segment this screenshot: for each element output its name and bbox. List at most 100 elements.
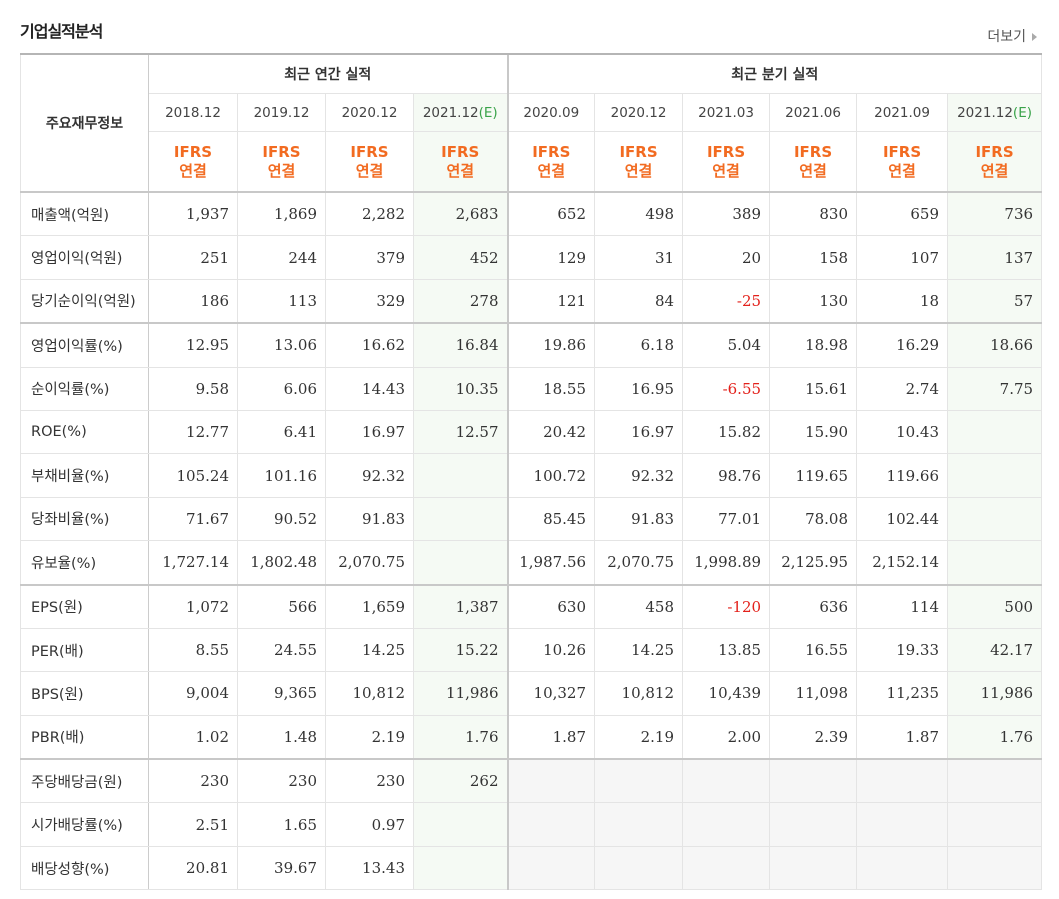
value-cell: 262 [412, 758, 509, 804]
value-cell: 251 [148, 235, 238, 280]
value-cell: 736 [947, 191, 1043, 237]
row-label: 매출액(억원) [20, 191, 149, 237]
basis-header: IFRS 연결 [682, 131, 771, 193]
value-cell [856, 845, 949, 891]
basis-label: 연결 [712, 161, 740, 180]
value-cell: 16.55 [769, 627, 858, 673]
row-label: 영업이익률(%) [20, 322, 149, 368]
more-link[interactable]: 더보기 [987, 26, 1037, 46]
value-cell: 98.76 [682, 453, 771, 498]
basis-label: IFRS [975, 142, 1014, 161]
value-cell: 16.84 [412, 322, 509, 368]
row-label: 부채비율(%) [20, 453, 149, 498]
value-cell: 85.45 [506, 496, 596, 542]
value-cell: 10,812 [594, 671, 684, 716]
value-cell [947, 496, 1043, 542]
data-row: 영업이익(억원) 251 244 379 452 129 31 20 158 107 137 [20, 235, 1043, 280]
value-cell: 10.35 [412, 366, 509, 411]
data-row: 매출액(억원) 1,937 1,869 2,282 2,683 652 498 389 830 6… [20, 191, 1043, 237]
value-cell: 101.16 [237, 453, 326, 498]
value-cell: 100.72 [506, 453, 596, 498]
value-cell: 458 [594, 583, 684, 629]
value-cell [412, 845, 509, 891]
row-label: PBR(배) [20, 714, 149, 760]
value-cell: 39.67 [237, 845, 326, 891]
basis-label: IFRS [619, 142, 658, 161]
value-cell: 11,235 [856, 671, 949, 716]
value-cell: 84 [594, 278, 684, 324]
value-cell: 1,659 [325, 583, 414, 629]
basis-row: IFRS 연결 IFRS 연결 IFRS 연결 IFRS 연결 IFRS 연결 IFRS 연결 IFRS… [21, 131, 1043, 193]
basis-label: 연결 [267, 161, 296, 180]
value-cell: 91.83 [325, 496, 414, 542]
value-cell: 20.81 [148, 845, 238, 891]
period-date: 2020.09 [523, 104, 580, 121]
data-row: ROE(%) 12.77 6.41 16.97 12.57 20.42 16.97 15.82… [20, 409, 1043, 455]
value-cell: 2.74 [856, 366, 949, 411]
value-cell: 119.66 [856, 453, 949, 498]
period-date: 2018.12 [165, 104, 221, 121]
value-cell: 389 [682, 191, 771, 237]
data-row: BPS(원) 9,004 9,365 10,812 11,986 10,327 10,812… [20, 671, 1043, 716]
period-date: 2021.12 [957, 104, 1013, 121]
value-cell [769, 802, 858, 847]
value-cell: 130 [769, 278, 858, 324]
row-label: EPS(원) [20, 583, 149, 629]
value-cell: 186 [148, 278, 238, 324]
value-cell [594, 802, 684, 847]
value-cell: 498 [594, 191, 684, 237]
value-cell [682, 802, 771, 847]
basis-label: 연결 [355, 161, 384, 180]
value-cell: 5.04 [682, 322, 771, 368]
value-cell: 9,365 [237, 671, 326, 716]
value-cell [947, 802, 1043, 847]
row-label: 당좌비율(%) [20, 496, 149, 542]
value-cell [506, 758, 596, 804]
value-cell: 2.19 [594, 714, 684, 760]
value-cell: 16.97 [594, 409, 684, 455]
value-cell: 92.32 [325, 453, 414, 498]
value-cell [947, 409, 1043, 455]
corner-header: 주요재무정보 [20, 53, 149, 193]
basis-header: IFRS 연결 [237, 131, 326, 193]
value-cell: 566 [237, 583, 326, 629]
value-cell: 1.65 [237, 802, 326, 847]
value-cell: 114 [856, 583, 949, 629]
basis-label: 연결 [624, 161, 653, 180]
period-date: 2021.03 [698, 104, 754, 121]
data-row: 배당성향(%) 20.81 39.67 13.43 [20, 845, 1043, 891]
value-cell: 16.97 [325, 409, 414, 455]
period-header: 2021.12(E) [947, 93, 1043, 132]
value-cell [947, 845, 1043, 891]
basis-header: IFRS 연결 [148, 131, 238, 193]
basis-label: IFRS [173, 142, 213, 161]
value-cell: 230 [237, 758, 326, 804]
period-date: 2021.06 [785, 104, 841, 121]
value-cell: 2,070.75 [325, 540, 414, 586]
value-cell: 8.55 [148, 627, 238, 673]
data-row: 영업이익률(%) 12.95 13.06 16.62 16.84 19.86 6.18 5.0… [20, 322, 1043, 368]
row-label: 주당배당금(원) [20, 758, 149, 804]
estimate-mark: (E) [1012, 104, 1032, 121]
value-cell [412, 496, 509, 542]
value-cell: 10,439 [682, 671, 771, 716]
row-label: 영업이익(억원) [20, 235, 149, 280]
period-date: 2020.12 [341, 104, 398, 121]
value-cell: 137 [947, 235, 1043, 280]
value-cell: 636 [769, 583, 858, 629]
value-cell: 2.39 [769, 714, 858, 760]
value-cell: 10.26 [506, 627, 596, 673]
group-header: 최근 분기 실적 [506, 53, 1043, 94]
basis-label: IFRS [350, 142, 389, 161]
basis-header: IFRS 연결 [506, 131, 596, 193]
data-row: 주당배당금(원) 230 230 230 262 [20, 758, 1043, 804]
value-cell: 57 [947, 278, 1043, 324]
value-cell: 121 [506, 278, 596, 324]
value-cell: 10,327 [506, 671, 596, 716]
value-cell: 452 [412, 235, 509, 280]
value-cell: 2,282 [325, 191, 414, 237]
basis-label: 연결 [537, 161, 566, 180]
period-header: 2021.09 [856, 93, 949, 132]
basis-header: IFRS 연결 [594, 131, 684, 193]
value-cell: 1,727.14 [148, 540, 238, 586]
